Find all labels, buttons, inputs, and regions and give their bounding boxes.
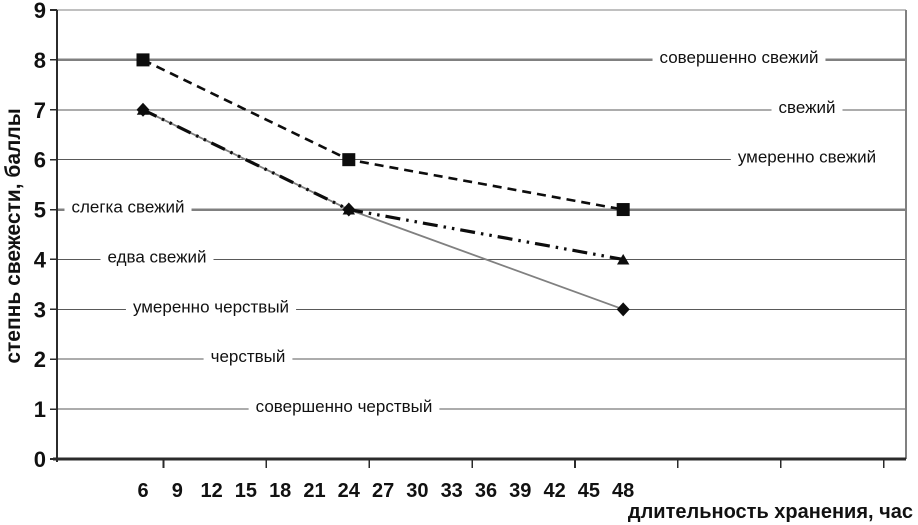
y-tick-label: 0 xyxy=(34,447,46,472)
freshness-scale-label-bg xyxy=(125,294,297,316)
freshness-scale-label: слегка свежий xyxy=(71,198,184,217)
marker-square-48h xyxy=(616,203,630,217)
series-squares-line xyxy=(142,58,624,211)
x-tick-label: 6 xyxy=(137,480,148,502)
y-tick-label: 2 xyxy=(34,347,46,372)
x-tick-label: 12 xyxy=(200,480,222,502)
freshness-scale-label-bg xyxy=(730,144,906,166)
y-tick-label: 6 xyxy=(34,148,46,173)
freshness-scale-label-bg xyxy=(248,394,440,416)
marker-square-6h xyxy=(136,53,150,67)
freshness-scale-label-bg xyxy=(771,94,843,116)
y-tick-label: 8 xyxy=(34,48,46,73)
y-axis-title: степнь свежести, баллы xyxy=(2,108,25,364)
x-tick-label: 21 xyxy=(303,480,325,502)
marker-diamond-24h xyxy=(342,202,356,217)
freshness-scale-label: умеренно черствый xyxy=(133,297,289,316)
freshness-scale-label: черствый xyxy=(211,347,286,366)
marker-diamond-48h xyxy=(616,302,630,317)
freshness-scale-label-bg xyxy=(652,44,826,66)
y-tick-label: 7 xyxy=(34,98,46,123)
y-tick-label: 1 xyxy=(34,397,46,422)
y-tick-label: 4 xyxy=(34,247,47,272)
freshness-scale-label: совершенно черствый xyxy=(256,397,433,416)
marker-square-24h xyxy=(342,153,356,167)
x-tick-label: 45 xyxy=(578,480,600,502)
x-tick-label: 24 xyxy=(338,480,361,502)
freshness-scale-label: свежий xyxy=(779,98,836,117)
freshness-scale-label: совершенно свежий xyxy=(660,48,819,67)
x-axis-title: длительность хранения, час xyxy=(627,501,913,523)
y-tick-label: 3 xyxy=(34,297,46,322)
marker-diamond-6h xyxy=(136,102,150,117)
freshness-scale-label-bg xyxy=(100,244,214,266)
marker-triangle-48h xyxy=(616,253,630,265)
y-tick-label: 9 xyxy=(34,0,46,23)
x-tick-label: 30 xyxy=(406,480,428,502)
y-tick-label: 5 xyxy=(34,198,46,223)
x-tick-label: 18 xyxy=(269,480,291,502)
x-tick-label: 39 xyxy=(509,480,531,502)
freshness-scale-label-bg xyxy=(203,344,293,366)
x-tick-label: 36 xyxy=(475,480,497,502)
x-tick-label: 15 xyxy=(235,480,257,502)
x-tick-label: 33 xyxy=(441,480,463,502)
x-tick-label: 9 xyxy=(172,480,183,502)
x-tick-label: 42 xyxy=(543,480,565,502)
freshness-scale-label: умеренно свежий xyxy=(738,148,876,167)
x-tick-label: 27 xyxy=(372,480,394,502)
x-tick-label: 48 xyxy=(612,480,634,502)
series-triangles-line xyxy=(142,108,624,262)
freshness-scale-label: едва свежий xyxy=(108,247,207,266)
freshness-scale-label-bg xyxy=(64,194,192,216)
